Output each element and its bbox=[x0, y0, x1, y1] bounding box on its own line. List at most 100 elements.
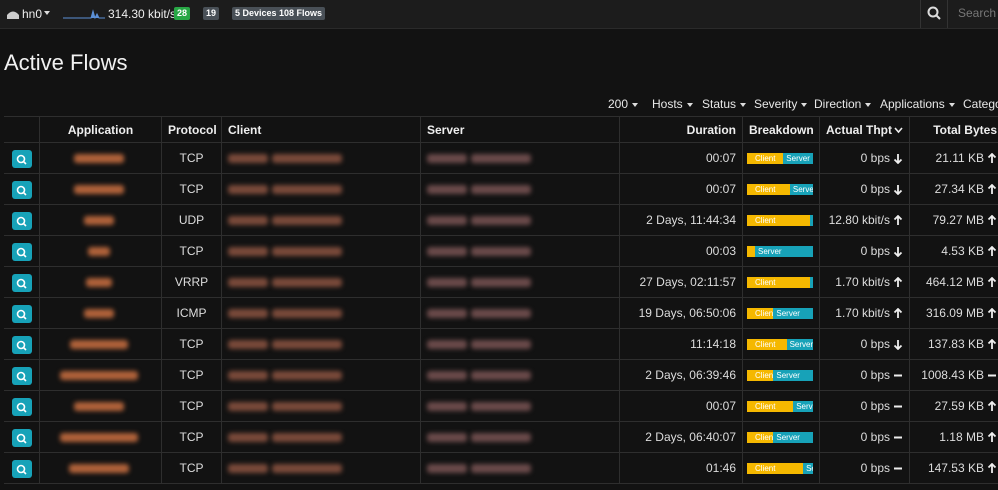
details-button[interactable] bbox=[12, 398, 32, 416]
redacted-text bbox=[427, 185, 467, 195]
filter-dropdown[interactable]: Severity bbox=[754, 97, 808, 111]
redacted-text bbox=[427, 402, 467, 412]
redacted-text bbox=[83, 216, 114, 226]
redacted-text bbox=[59, 433, 138, 443]
badge[interactable]: 5 Devices bbox=[232, 7, 280, 20]
filter-dropdown[interactable]: Hosts bbox=[652, 97, 693, 111]
client-segment: Client bbox=[747, 184, 790, 195]
table-cell: 01:46 bbox=[620, 453, 743, 484]
details-button[interactable] bbox=[12, 243, 32, 261]
arrow bbox=[893, 277, 903, 288]
table-cell: 12.80 kbit/s bbox=[820, 205, 910, 236]
redacted-text bbox=[471, 402, 531, 412]
details-button[interactable] bbox=[12, 429, 32, 447]
zoom-icon bbox=[16, 464, 27, 475]
details-button[interactable] bbox=[12, 367, 32, 385]
handle bbox=[22, 408, 27, 413]
details-button[interactable] bbox=[12, 336, 32, 354]
server-segment: Server bbox=[786, 339, 813, 350]
server-segment: Server bbox=[810, 277, 813, 288]
duration: 00:07 bbox=[705, 151, 736, 165]
details-button[interactable] bbox=[12, 181, 32, 199]
table-cell bbox=[4, 453, 40, 484]
segment-label: Server bbox=[786, 154, 810, 163]
segment-label: Client bbox=[755, 464, 776, 473]
segment-label: Client bbox=[755, 433, 774, 442]
column-header[interactable]: Protocol bbox=[162, 116, 222, 143]
table-cell bbox=[421, 453, 620, 484]
filter-dropdown[interactable]: Direction bbox=[814, 97, 872, 111]
trend-arrow bbox=[893, 340, 903, 351]
redacted-text bbox=[427, 154, 467, 164]
column-header[interactable]: Actual Thpt bbox=[820, 116, 910, 143]
client-segment: Client bbox=[747, 339, 787, 350]
table-cell bbox=[421, 298, 620, 329]
column-header[interactable]: Client bbox=[222, 116, 421, 143]
throughput: 0 bps bbox=[860, 244, 890, 258]
duration: 11:14:18 bbox=[690, 337, 736, 351]
details-button[interactable] bbox=[12, 274, 32, 292]
details-button[interactable] bbox=[12, 150, 32, 168]
zoom-icon bbox=[16, 402, 27, 413]
zoom-icon bbox=[16, 278, 27, 289]
redacted-text bbox=[272, 154, 342, 164]
server-segment: Server bbox=[773, 432, 813, 443]
total-bytes: 27.59 KB bbox=[934, 399, 984, 413]
throughput: 1.70 kbit/s bbox=[835, 275, 890, 289]
redacted-text bbox=[272, 402, 342, 412]
table-cell: TCP bbox=[162, 360, 222, 391]
breakdown-bar: Client Server bbox=[747, 277, 813, 288]
column-header[interactable]: Duration bbox=[620, 116, 743, 143]
table-cell bbox=[222, 143, 421, 174]
redacted-text bbox=[427, 433, 467, 443]
segment-label: Server bbox=[776, 371, 800, 380]
client-segment: Client bbox=[747, 308, 774, 319]
redacted-text bbox=[228, 216, 268, 226]
search-input[interactable]: Search bbox=[947, 0, 998, 28]
table-cell: 11:14:18 bbox=[620, 329, 743, 360]
zoom-icon bbox=[16, 247, 27, 258]
table-cell: 00:07 bbox=[620, 391, 743, 422]
duration: 2 Days, 06:39:46 bbox=[645, 368, 736, 382]
trend-arrow bbox=[987, 184, 997, 195]
table-cell: Client Server bbox=[743, 143, 820, 174]
table-cell: 0 bps bbox=[820, 143, 910, 174]
filter-dropdown[interactable]: Status bbox=[702, 97, 747, 111]
details-button[interactable] bbox=[12, 460, 32, 478]
filter-dropdown[interactable]: 200 bbox=[608, 97, 639, 111]
details-button[interactable] bbox=[12, 212, 32, 230]
trend-arrow bbox=[894, 374, 902, 377]
filter-dropdown[interactable]: Categories bbox=[963, 97, 998, 111]
column-header[interactable]: Total Bytes bbox=[910, 116, 998, 143]
zoom-icon bbox=[16, 185, 27, 196]
table-cell: 27.59 KB bbox=[910, 391, 998, 422]
arrow bbox=[987, 463, 997, 474]
column-header[interactable]: Breakdown bbox=[743, 116, 820, 143]
redacted-text bbox=[427, 216, 467, 226]
details-button[interactable] bbox=[12, 305, 32, 323]
client-segment: Client bbox=[747, 246, 755, 257]
search-button[interactable] bbox=[920, 0, 948, 28]
badge[interactable]: 28 bbox=[174, 7, 191, 20]
redacted-text bbox=[427, 278, 467, 288]
column-header[interactable]: Server bbox=[421, 116, 620, 143]
handle bbox=[22, 470, 27, 475]
table-cell bbox=[222, 360, 421, 391]
table-cell: 2 Days, 06:40:07 bbox=[620, 422, 743, 453]
badge[interactable]: 19 bbox=[203, 7, 220, 20]
protocol: TCP bbox=[179, 461, 204, 475]
table-cell: 27 Days, 02:11:57 bbox=[620, 267, 743, 298]
handle bbox=[22, 222, 27, 227]
table-cell: 1008.43 KB bbox=[910, 360, 998, 391]
filter-label: 200 bbox=[608, 97, 629, 111]
trend-arrow bbox=[893, 215, 903, 226]
filter-dropdown[interactable]: Applications bbox=[880, 97, 955, 111]
duration: 19 Days, 06:50:06 bbox=[638, 306, 736, 320]
column-header[interactable]: Application bbox=[40, 116, 162, 143]
redacted-text bbox=[272, 216, 342, 226]
redacted-text bbox=[228, 371, 268, 381]
caret bbox=[44, 11, 50, 15]
interface-selector[interactable]: hn0 bbox=[22, 7, 43, 21]
redacted-text bbox=[228, 278, 268, 288]
badge[interactable]: 108 Flows bbox=[276, 7, 326, 20]
